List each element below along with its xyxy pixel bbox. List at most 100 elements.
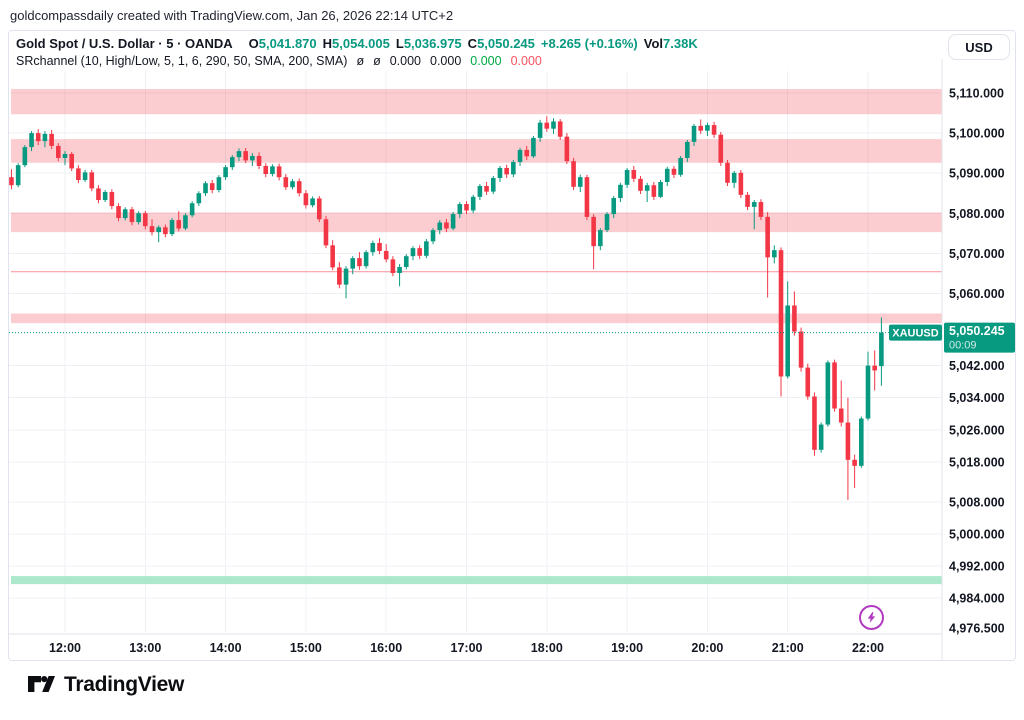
indicator-value: 0.000 xyxy=(389,54,421,68)
candle-down xyxy=(9,177,14,186)
indicator-legend-row[interactable]: SRchannel (10, High/Low, 5, 1, 6, 290, 5… xyxy=(16,54,698,68)
candle-down xyxy=(557,121,563,137)
price-tick-label: 5,008.000 xyxy=(949,495,1005,509)
candle-up xyxy=(310,198,315,206)
candle-down xyxy=(383,250,389,260)
candle-down xyxy=(845,422,851,460)
candle-up xyxy=(865,365,871,419)
candle-down xyxy=(711,125,717,135)
symbol-legend-row[interactable]: Gold Spot / U.S. Dollar · 5 · OANDA O5,04… xyxy=(16,36,698,51)
candle-up xyxy=(410,248,416,257)
candle-up xyxy=(658,182,663,197)
candle-up xyxy=(203,183,208,194)
price-chart[interactable]: 5,110.000 5,100.000 5,090.000 5,080.000 5,07… xyxy=(9,31,1015,660)
candle-down xyxy=(484,186,489,192)
candle-down xyxy=(256,155,262,166)
price-tick-label: 5,070.000 xyxy=(949,247,1005,261)
candle-down xyxy=(584,177,590,217)
candle-down xyxy=(303,193,309,206)
symbol-title[interactable]: Gold Spot / U.S. Dollar · 5 · OANDA xyxy=(16,36,233,51)
candle-up xyxy=(551,121,556,129)
candle-up xyxy=(477,186,483,197)
price-tick-label: 5,042.000 xyxy=(949,359,1005,373)
currency-button[interactable]: USD xyxy=(948,34,1010,60)
candle-up xyxy=(685,141,690,158)
candle-down xyxy=(276,166,282,178)
candle-up xyxy=(229,157,235,168)
time-axis[interactable]: 12:00 13:00 14:00 15:00 16:00 17:00 18:00 19:00… xyxy=(49,641,884,655)
price-tick-label: 4,992.000 xyxy=(949,560,1005,574)
time-tick-label: 22:00 xyxy=(852,641,884,655)
candle-up xyxy=(403,256,409,267)
candles xyxy=(9,116,884,500)
candle-down xyxy=(778,250,784,377)
candle-up xyxy=(450,214,456,229)
time-tick-label: 12:00 xyxy=(49,641,81,655)
indicator-value-positive: 0.000 xyxy=(470,54,502,68)
tradingview-logo-icon xyxy=(28,676,55,692)
indicator-title[interactable]: SRchannel (10, High/Low, 5, 1, 6, 290, 5… xyxy=(16,54,348,68)
candle-down xyxy=(296,181,302,194)
resistance-band xyxy=(11,212,942,233)
high-value: 5,054.005 xyxy=(332,36,390,51)
candle-up xyxy=(859,418,864,466)
candle-up xyxy=(664,168,670,183)
sr-zones xyxy=(11,88,942,585)
candle-down xyxy=(337,267,342,285)
price-tick-label: 4,976.500 xyxy=(949,622,1005,636)
candle-down xyxy=(852,459,857,466)
candle-down xyxy=(745,194,750,207)
time-tick-label: 20:00 xyxy=(691,641,723,655)
price-tick-label: 5,018.000 xyxy=(949,455,1005,469)
bar-countdown: 00:09 xyxy=(949,340,977,352)
candle-up xyxy=(825,362,831,425)
candle-down xyxy=(176,220,182,229)
low-label: L xyxy=(395,36,404,51)
candle-up xyxy=(470,196,476,211)
chart-widget: Gold Spot / U.S. Dollar · 5 · OANDA O5,04… xyxy=(8,30,1016,661)
candle-up xyxy=(15,165,21,186)
candle-down xyxy=(283,177,289,188)
candle-up xyxy=(497,167,503,178)
candle-up xyxy=(531,137,536,157)
time-tick-label: 14:00 xyxy=(210,641,242,655)
support-band xyxy=(11,576,942,585)
candle-up xyxy=(183,215,188,229)
candle-down xyxy=(872,365,877,371)
low-value: 5,036.975 xyxy=(403,36,462,51)
tradingview-wordmark: TradingView xyxy=(64,673,185,696)
candle-down xyxy=(163,227,168,235)
candle-down xyxy=(725,162,730,183)
volume-label: Vol xyxy=(643,36,664,51)
time-tick-label: 19:00 xyxy=(611,641,643,655)
candle-up xyxy=(250,155,255,161)
candle-up xyxy=(363,252,369,267)
indicator-value: 0.000 xyxy=(430,54,462,68)
lightning-icon xyxy=(867,612,876,623)
open-value: 5,041.870 xyxy=(258,36,317,51)
price-tick-label: 5,090.000 xyxy=(949,167,1005,181)
chart-legend: Gold Spot / U.S. Dollar · 5 · OANDA O5,04… xyxy=(16,36,698,68)
candle-down xyxy=(56,145,61,158)
flash-button[interactable] xyxy=(859,605,884,630)
candle-down xyxy=(798,331,804,368)
candle-down xyxy=(671,168,677,175)
candle-up xyxy=(424,241,429,256)
resistance-band xyxy=(11,313,942,324)
candle-up xyxy=(169,220,175,235)
candle-down xyxy=(805,367,811,397)
close-value: 5,050.245 xyxy=(477,36,535,51)
candle-up xyxy=(236,151,242,158)
price-axis[interactable]: 5,110.000 5,100.000 5,090.000 5,080.000 5,07… xyxy=(949,87,1005,636)
tradingview-footer[interactable]: TradingView xyxy=(28,673,184,697)
candle-down xyxy=(838,408,844,423)
current-price-tag: 5,050.245 00:09 xyxy=(944,322,1015,353)
candle-up xyxy=(216,177,222,191)
candle-down xyxy=(330,245,335,268)
price-tick-label: 4,984.000 xyxy=(949,592,1005,606)
candle-down xyxy=(738,172,744,195)
candle-down xyxy=(631,169,637,179)
candle-up xyxy=(29,133,34,148)
time-tick-label: 16:00 xyxy=(370,641,402,655)
